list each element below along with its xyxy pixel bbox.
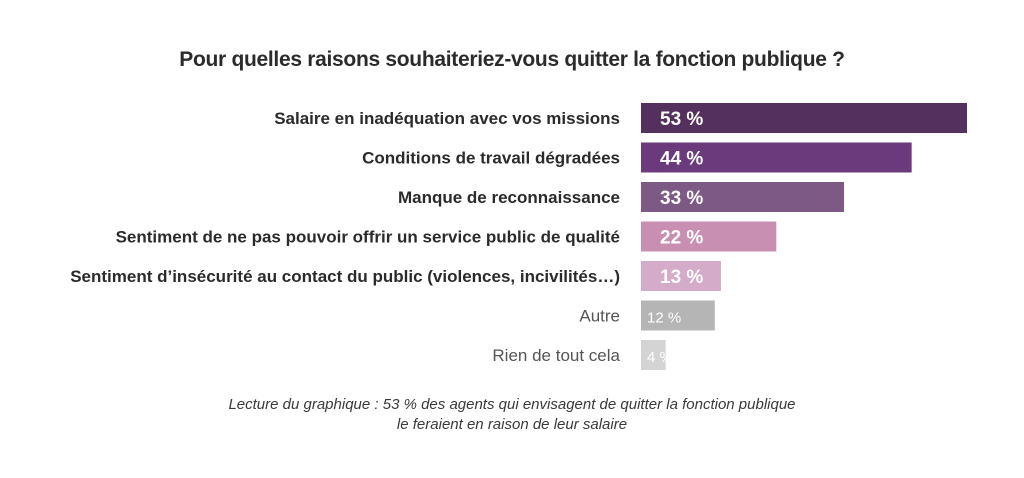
chart-title: Pour quelles raisons souhaiteriez-vous q… [179,48,845,71]
category-label-4: Sentiment de ne pas pouvoir offrir un se… [116,228,620,247]
bar-1 [641,103,967,133]
bar-3 [641,182,844,212]
value-label-5: 13 % [660,267,703,288]
value-label-4: 22 % [660,228,703,249]
value-label-7: 4 % [647,349,673,366]
category-label-5: Sentiment d’insécurité au contact du pub… [70,267,620,286]
value-label-1: 53 % [660,109,703,130]
bar-7 [641,340,666,370]
category-label-1: Salaire en inadéquation avec vos mission… [274,109,620,128]
chart-caption-line-1: Lecture du graphique : 53 % des agents q… [228,396,796,413]
category-label-6: Autre [579,307,620,326]
category-label-3: Manque de reconnaissance [398,188,620,207]
value-label-6: 12 % [647,310,681,327]
category-label-2: Conditions de travail dégradées [362,149,620,168]
value-label-3: 33 % [660,188,703,209]
chart-caption-line-2: le feraient en raison de leur salaire [396,416,628,433]
bar-2 [641,142,912,173]
bar-5 [641,261,721,291]
bar-6 [641,300,715,331]
bar-4 [641,221,777,252]
value-label-2: 44 % [660,149,703,170]
category-label-7: Rien de tout cela [492,346,620,365]
